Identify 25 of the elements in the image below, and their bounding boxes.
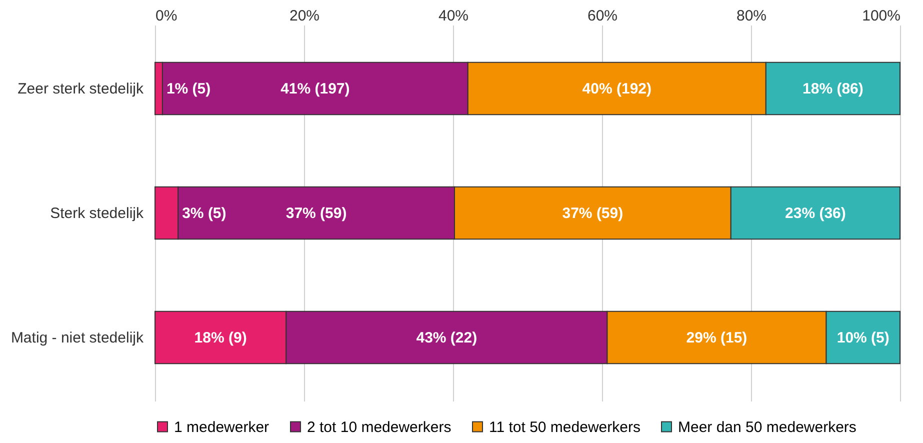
data-label: 18% (9) [194,330,247,347]
legend-label: 1 medewerker [174,418,270,436]
y-tick-label: Sterk stedelijk [50,205,144,222]
legend-label: Meer dan 50 medewerkers [678,418,856,436]
legend-label: 2 tot 10 medewerkers [307,418,452,436]
data-label: 37% (59) [286,205,347,222]
data-label: 37% (59) [562,205,624,222]
data-label: 41% (197) [280,80,350,98]
data-label: 3% (5) [182,205,226,222]
y-tick-label: Zeer sterk stedelijk [18,80,144,98]
data-label: 1% (5) [166,80,211,98]
x-tick-label: 60% [587,8,618,24]
data-label: 43% (22) [416,330,478,347]
x-tick-label: 20% [289,8,320,24]
data-label: 23% (36) [785,205,846,222]
x-tick-label: 40% [438,8,469,24]
x-tick-label: 80% [736,8,767,24]
data-label: 10% (5) [836,330,890,347]
data-label: 40% (192) [582,80,652,98]
x-tick-label: 100% [862,8,900,24]
data-label: 18% (86) [802,80,864,98]
y-tick-label: Matig - niet stedelijk [10,330,144,347]
legend-label: 11 tot 50 medewerkers [489,418,640,436]
x-tick-label: 0% [156,8,178,24]
data-label: 29% (15) [686,330,748,347]
